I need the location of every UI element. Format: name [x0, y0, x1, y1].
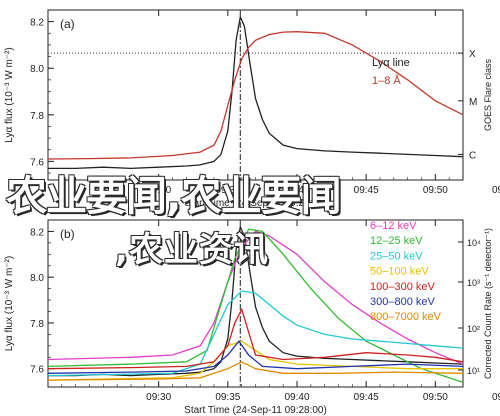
x-tick-label: 09:45	[354, 185, 379, 196]
legend-label: 1–8 Å	[372, 74, 401, 87]
series-line	[47, 290, 464, 377]
right-tick-label: X	[469, 49, 476, 60]
right-tick-label: 10⁴	[467, 238, 481, 248]
watermark-overlay-bottom: ,农业资讯	[115, 230, 269, 270]
x-axis-label: Start Time (24-Sep-11 09:28:00)	[184, 405, 327, 416]
legend-label: 6–12 keV	[370, 220, 417, 232]
x-tick-label: 09:40	[284, 392, 309, 403]
panel-letter: (a)	[60, 17, 75, 31]
y-tick-label: 8.0	[30, 273, 44, 284]
watermark-overlay-top: 农业要闻,农业要闻	[6, 172, 342, 220]
right-tick-label: 10³	[467, 278, 480, 288]
y-tick-label: 7.8	[30, 111, 44, 122]
legend-label: 50–100 keV	[370, 266, 429, 278]
right-tick-label: 10¹	[467, 366, 480, 376]
y-tick-label: 8.2	[30, 227, 44, 238]
x-tick-label: 09:45	[354, 392, 379, 403]
y-tick-label: 7.6	[30, 157, 44, 168]
legend-label: Lyα line	[372, 57, 410, 69]
legend-label: 25–50 keV	[370, 250, 423, 262]
y-axis-label: Lyα flux (10⁻³ W m⁻²)	[4, 256, 15, 351]
y-tick-label: 7.6	[30, 365, 44, 376]
x-tick-label: 09:30	[146, 185, 171, 196]
x-tick-label: 09:50	[423, 185, 448, 196]
right-tick-label: M	[469, 97, 477, 108]
series-line	[48, 224, 464, 377]
right-tick-label: 10²	[467, 324, 480, 334]
y-tick-label: 7.8	[30, 319, 44, 330]
series-line	[47, 340, 464, 374]
x-axis-label: Start Time (24-Sep-11 09:28:00)	[184, 198, 327, 209]
y-axis-label: Lyα flux (10⁻³ W m⁻²)	[4, 47, 15, 142]
x-tick-label: 09:55	[492, 185, 500, 196]
series-line	[47, 230, 464, 365]
y-tick-label: 8.2	[30, 18, 44, 29]
legend-label: 300–800 keV	[370, 296, 435, 308]
series-line	[47, 31, 464, 160]
series-line	[47, 307, 464, 370]
x-tick-label: 09:55	[492, 392, 500, 403]
x-tick-label: 09:30	[146, 392, 171, 403]
legend-label: 100–300 keV	[370, 281, 435, 293]
series-line	[47, 361, 464, 381]
legend-label: 800–7000 keV	[370, 311, 442, 323]
panel-letter: (b)	[60, 227, 75, 241]
y-tick-label: 8.0	[30, 64, 44, 75]
right-axis-label: Corrected Count Rate (s⁻¹ detector⁻¹)	[483, 228, 493, 379]
x-tick-label: 09:40	[284, 185, 309, 196]
right-tick-label: C	[469, 150, 476, 161]
right-axis-label: GOES Flare class	[483, 58, 493, 131]
x-tick-label: 09:35	[215, 392, 240, 403]
x-tick-label: 09:50	[423, 392, 448, 403]
legend-label: 12–25 keV	[370, 235, 423, 247]
series-line	[47, 228, 464, 384]
series-line	[48, 14, 464, 170]
x-tick-label: 09:35	[215, 185, 240, 196]
series-line	[47, 340, 463, 381]
